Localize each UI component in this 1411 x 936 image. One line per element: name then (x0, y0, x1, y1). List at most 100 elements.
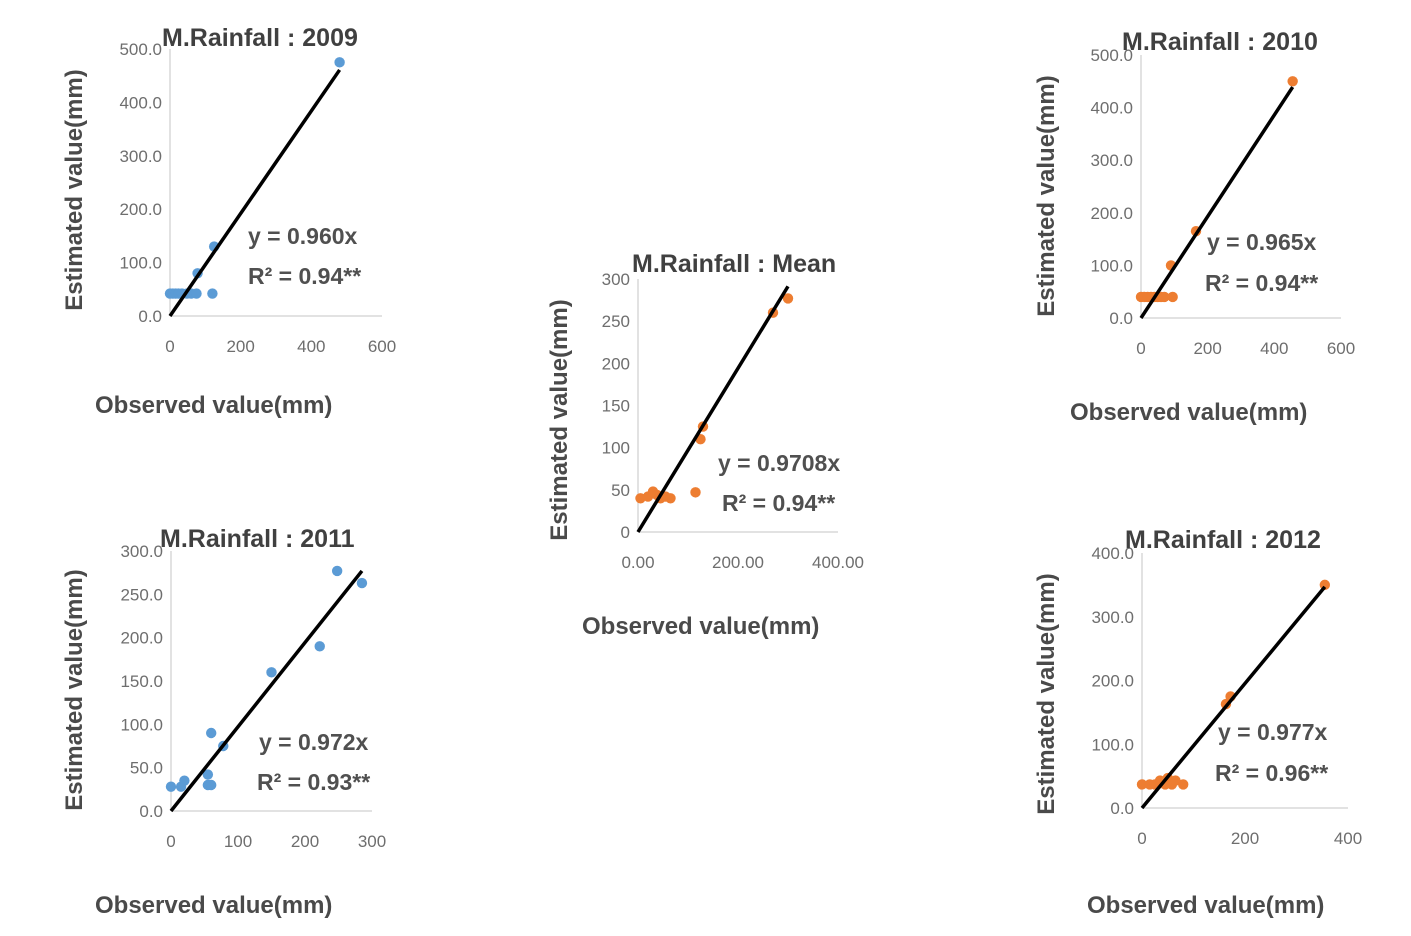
y-tick-label: 250 (602, 312, 630, 331)
regression-equation: y = 0.977x (1218, 719, 1328, 745)
r-squared-label: R² = 0.94** (1205, 270, 1318, 296)
y-tick-label: 400.0 (1091, 544, 1134, 563)
scatter-chart-2: 0.0 100.0 200.0 300.0 400.0 500.0 0 200 400 600 M.… (1033, 28, 1355, 426)
y-axis-title: Estimated value(mm) (546, 299, 573, 540)
x-tick-label: 600 (368, 337, 396, 356)
y-tick-label: 300.0 (120, 542, 163, 561)
x-tick-label: 400 (1260, 339, 1288, 358)
scatter-chart-3: 0 50 100 150 200 250 300 0.00 200.00 400.00 M.Rain… (546, 250, 864, 640)
data-point (179, 775, 190, 786)
x-tick-label: 0 (165, 337, 174, 356)
chart-title: M.Rainfall : Mean (632, 250, 836, 278)
y-tick-label: 100 (602, 439, 630, 458)
x-tick-label: 0 (1136, 339, 1145, 358)
x-tick-label: 0 (166, 832, 175, 851)
chart-title: M.Rainfall : 2010 (1122, 28, 1318, 56)
y-tick-label: 150 (602, 397, 630, 416)
trend-line (636, 285, 790, 533)
data-point (331, 565, 343, 577)
y-tick-label: 300 (602, 270, 630, 289)
y-tick-label: 500.0 (119, 40, 162, 59)
r-squared-label: R² = 0.93** (257, 769, 370, 795)
r-squared-label: R² = 0.94** (722, 490, 835, 516)
data-point (1287, 76, 1298, 87)
y-axis-title: Estimated value(mm) (1033, 573, 1060, 814)
regression-equation: y = 0.9708x (718, 450, 840, 476)
x-tick-label: 400.00 (812, 553, 864, 572)
y-tick-label: 200.0 (1091, 672, 1134, 691)
x-tick-label: 200 (226, 337, 254, 356)
trend-line (169, 569, 364, 813)
trend-line (1140, 585, 1327, 810)
scatter-chart-5: 0.0 100.0 200.0 300.0 400.0 0 200 400 M.Rainfall… (1033, 526, 1362, 919)
x-tick-label: 400 (297, 337, 325, 356)
x-tick-label: 200.00 (712, 553, 764, 572)
y-tick-label: 50 (611, 481, 630, 500)
y-tick-label: 250.0 (120, 585, 163, 604)
chart-title: M.Rainfall : 2012 (1125, 526, 1321, 554)
scatter-chart-1: 0.0 100.0 200.0 300.0 400.0 500.0 0 200 400 600 M.… (61, 24, 396, 419)
data-point (191, 288, 202, 299)
data-point (1170, 775, 1181, 786)
data-point (202, 769, 214, 780)
x-axis-title: Observed value(mm) (582, 613, 819, 640)
data-point (690, 487, 701, 498)
r-squared-label: R² = 0.96** (1215, 760, 1328, 786)
trend-line (168, 68, 342, 317)
y-tick-label: 200 (602, 354, 630, 373)
x-tick-label: 300 (358, 832, 386, 851)
y-tick-label: 0.0 (139, 802, 163, 821)
x-tick-label: 100 (224, 832, 252, 851)
data-point (1178, 779, 1189, 790)
chart-title: M.Rainfall : 2009 (162, 24, 358, 52)
y-tick-label: 300.0 (119, 147, 162, 166)
x-axis-title: Observed value(mm) (95, 892, 332, 919)
data-point (1167, 291, 1178, 303)
data-point (1159, 291, 1170, 303)
data-point (782, 293, 794, 304)
y-tick-label: 50.0 (130, 759, 163, 778)
x-axis-title: Observed value(mm) (1070, 399, 1307, 426)
y-axis-title: Estimated value(mm) (61, 69, 88, 310)
x-tick-label: 600 (1327, 339, 1355, 358)
y-tick-label: 500.0 (1090, 46, 1133, 65)
y-tick-label: 100.0 (119, 254, 162, 273)
y-tick-label: 200.0 (119, 200, 162, 219)
y-tick-label: 100.0 (120, 715, 163, 734)
y-tick-label: 300.0 (1091, 608, 1134, 627)
x-tick-label: 400 (1334, 829, 1362, 848)
y-tick-label: 0 (621, 523, 630, 542)
y-tick-label: 150.0 (120, 672, 163, 691)
data-point (165, 781, 177, 792)
x-tick-label: 0.00 (621, 553, 654, 572)
y-axis-title: Estimated value(mm) (61, 569, 88, 810)
y-tick-label: 300.0 (1090, 151, 1133, 170)
y-tick-label: 200.0 (1090, 204, 1133, 223)
data-point (1136, 779, 1148, 790)
data-point (314, 641, 325, 652)
y-tick-label: 100.0 (1091, 735, 1134, 754)
regression-equation: y = 0.960x (248, 223, 358, 249)
x-tick-label: 200 (1193, 339, 1221, 358)
y-tick-label: 0.0 (1110, 799, 1134, 818)
regression-equation: y = 0.965x (1207, 229, 1317, 255)
x-tick-label: 200 (291, 832, 319, 851)
x-tick-label: 200 (1231, 829, 1259, 848)
data-point (266, 667, 277, 678)
y-tick-label: 100.0 (1090, 256, 1133, 275)
scatter-chart-4: 0.0 50.0 100.0 150.0 200.0 250.0 300.0 0 100 200 3… (61, 525, 386, 919)
data-point (334, 57, 345, 68)
y-tick-label: 400.0 (1090, 99, 1133, 118)
x-axis-title: Observed value(mm) (1087, 892, 1324, 919)
data-point (207, 288, 218, 299)
regression-equation: y = 0.972x (259, 729, 369, 755)
data-point (665, 493, 676, 504)
x-tick-label: 0 (1137, 829, 1146, 848)
x-axis-title: Observed value(mm) (95, 392, 332, 419)
chart-title: M.Rainfall : 2011 (160, 525, 355, 553)
r-squared-label: R² = 0.94** (248, 263, 361, 289)
data-point (356, 577, 368, 589)
data-point (206, 727, 217, 739)
trend-line (1139, 86, 1295, 319)
